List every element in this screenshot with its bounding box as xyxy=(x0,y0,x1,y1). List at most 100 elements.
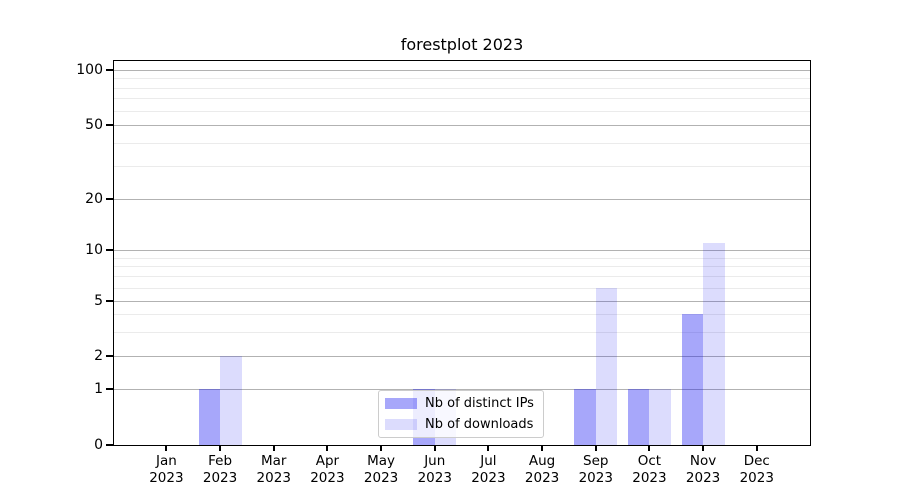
gridline-minor-90 xyxy=(114,78,810,79)
x-tick-apr xyxy=(326,446,329,451)
y-label-1: 1 xyxy=(94,381,103,397)
x-tick-feb xyxy=(219,446,222,451)
bar-nb-of-distinct-ips-feb xyxy=(198,389,221,445)
y-label-10: 10 xyxy=(85,242,103,258)
x-tick-aug xyxy=(541,446,544,451)
legend-swatch-distinct-ips-icon xyxy=(385,398,417,409)
gridline-minor-7 xyxy=(114,276,810,277)
x-label-oct: Oct 2023 xyxy=(617,453,681,487)
x-label-year: 2023 xyxy=(685,470,721,486)
gridline-major-50 xyxy=(114,125,810,126)
x-label-month: Aug xyxy=(528,453,556,469)
x-label-month: Nov xyxy=(689,453,717,469)
x-tick-jan xyxy=(165,446,168,451)
bar-nb-of-downloads-sep xyxy=(595,287,618,445)
gridline-major-1 xyxy=(114,389,810,390)
y-tick-20 xyxy=(106,198,113,200)
gridline-minor-9 xyxy=(114,258,810,259)
bar-nb-of-downloads-oct xyxy=(649,389,671,445)
bar-nb-of-downloads-nov xyxy=(703,242,725,445)
x-label-year: 2023 xyxy=(310,470,345,486)
y-label-20: 20 xyxy=(85,191,103,207)
x-label-month: Jul xyxy=(480,453,497,469)
y-tick-0 xyxy=(106,444,113,446)
x-label-jul: Jul 2023 xyxy=(456,453,520,487)
y-label-2: 2 xyxy=(94,348,103,364)
x-label-month: Sep xyxy=(583,453,609,469)
x-label-year: 2023 xyxy=(578,470,613,486)
plot-area: Nb of distinct IPs Nb of downloads xyxy=(113,60,811,446)
x-label-year: 2023 xyxy=(256,470,291,486)
x-label-may: May 2023 xyxy=(349,453,413,487)
y-tick-50 xyxy=(106,124,113,126)
gridline-major-5 xyxy=(114,301,810,302)
x-label-jun: Jun 2023 xyxy=(403,453,467,487)
y-label-50: 50 xyxy=(85,117,103,133)
legend-label-distinct-ips: Nb of distinct IPs xyxy=(425,396,534,411)
x-label-nov: Nov 2023 xyxy=(671,453,735,487)
x-label-month: Jan xyxy=(155,453,177,469)
x-label-year: 2023 xyxy=(149,470,184,486)
x-label-month: Apr xyxy=(315,453,340,469)
x-label-year: 2023 xyxy=(363,470,399,486)
x-label-apr: Apr 2023 xyxy=(295,453,359,487)
bar-nb-of-distinct-ips-nov xyxy=(681,314,704,445)
gridline-minor-3 xyxy=(114,332,810,333)
x-label-year: 2023 xyxy=(471,470,506,486)
y-label-0: 0 xyxy=(94,437,103,453)
y-tick-1 xyxy=(106,388,113,390)
x-tick-sep xyxy=(594,446,597,451)
y-tick-5 xyxy=(106,300,113,302)
legend-row-distinct-ips: Nb of distinct IPs xyxy=(385,396,543,411)
legend: Nb of distinct IPs Nb of downloads xyxy=(378,390,544,438)
x-label-feb: Feb 2023 xyxy=(188,453,252,487)
x-label-month: Mar xyxy=(260,453,287,469)
x-tick-mar xyxy=(272,446,275,451)
gridline-major-10 xyxy=(114,250,810,251)
x-label-jan: Jan 2023 xyxy=(134,453,198,487)
x-label-year: 2023 xyxy=(417,470,452,486)
gridline-minor-6 xyxy=(114,288,810,289)
gridline-minor-60 xyxy=(114,111,810,112)
gridline-major-100 xyxy=(114,70,810,71)
bar-nb-of-distinct-ips-oct xyxy=(627,389,650,445)
x-label-month: Oct xyxy=(637,453,662,469)
y-tick-2 xyxy=(106,355,113,357)
x-tick-jul xyxy=(487,446,490,451)
legend-row-downloads: Nb of downloads xyxy=(385,417,543,432)
legend-swatch-downloads-icon xyxy=(385,419,417,430)
x-label-year: 2023 xyxy=(524,470,560,486)
gridline-minor-70 xyxy=(114,98,810,99)
gridline-major-2 xyxy=(114,356,810,357)
gridline-minor-80 xyxy=(114,88,810,89)
gridline-minor-30 xyxy=(114,166,810,167)
gridline-minor-40 xyxy=(114,143,810,144)
x-label-month: Jun xyxy=(424,453,446,469)
gridline-major-20 xyxy=(114,199,810,200)
bar-nb-of-distinct-ips-sep xyxy=(574,389,596,445)
x-label-month: Dec xyxy=(743,453,770,469)
x-label-year: 2023 xyxy=(632,470,667,486)
gridline-minor-8 xyxy=(114,266,810,267)
x-tick-oct xyxy=(648,446,651,451)
y-label-5: 5 xyxy=(94,293,103,309)
x-label-sep: Sep 2023 xyxy=(564,453,628,487)
chart-title: forestplot 2023 xyxy=(400,35,524,54)
y-tick-100 xyxy=(106,69,113,71)
x-tick-nov xyxy=(702,446,705,451)
bar-nb-of-downloads-feb xyxy=(220,356,242,445)
x-label-month: May xyxy=(367,453,396,469)
y-label-100: 100 xyxy=(76,62,103,78)
y-tick-10 xyxy=(106,249,113,251)
legend-label-downloads: Nb of downloads xyxy=(425,417,534,432)
x-tick-jun xyxy=(433,446,436,451)
x-label-year: 2023 xyxy=(739,470,774,486)
x-label-mar: Mar 2023 xyxy=(242,453,306,487)
x-tick-dec xyxy=(755,446,758,451)
x-tick-may xyxy=(380,446,383,451)
x-label-year: 2023 xyxy=(202,470,238,486)
x-label-aug: Aug 2023 xyxy=(510,453,574,487)
gridline-minor-4 xyxy=(114,314,810,315)
x-label-dec: Dec 2023 xyxy=(725,453,789,487)
